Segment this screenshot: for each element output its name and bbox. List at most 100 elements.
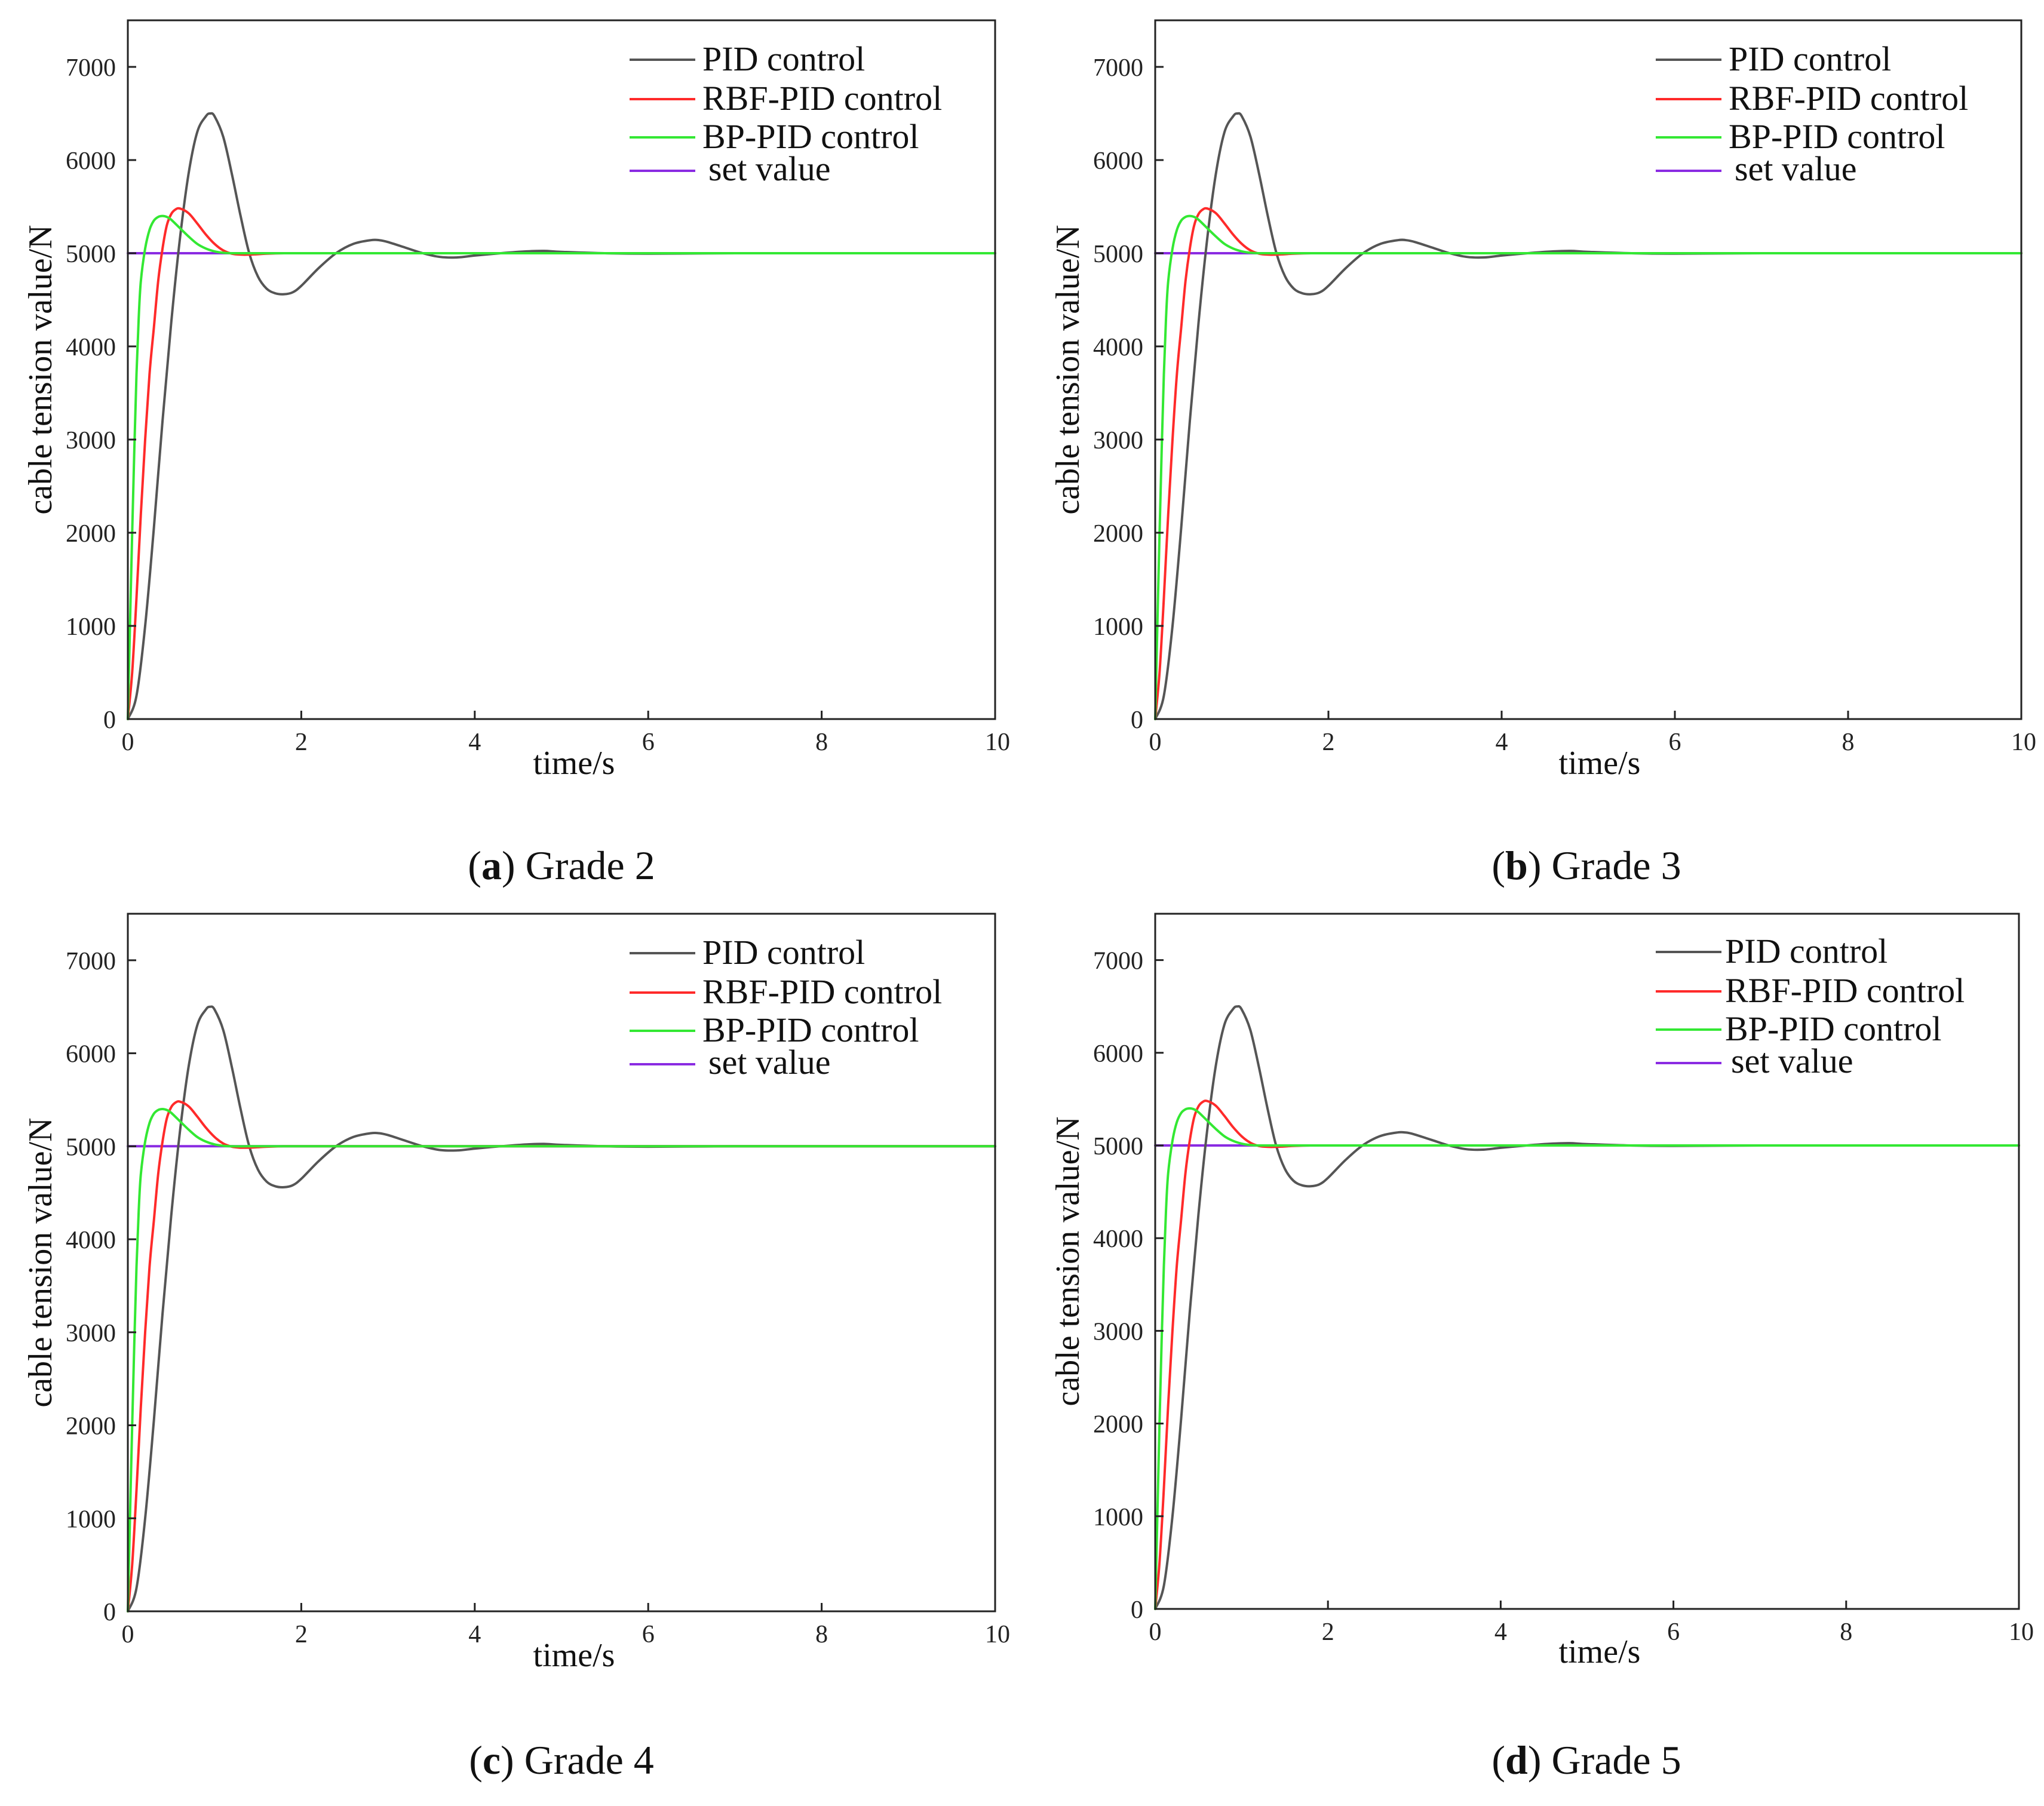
caption-a: (a) Grade 2 xyxy=(468,843,655,888)
series-line-pid xyxy=(1154,1005,2020,1610)
x-tick-label: 4 xyxy=(1494,1618,1507,1646)
x-tick-label: 4 xyxy=(1496,729,1508,756)
y-tick-label: 7000 xyxy=(66,54,116,82)
y-tick-label: 4000 xyxy=(1093,334,1143,361)
plot-frame xyxy=(1154,913,2020,1610)
y-tick-label: 3000 xyxy=(1093,1318,1143,1346)
y-tick-label: 0 xyxy=(103,1599,116,1626)
y-tick-label: 4000 xyxy=(1093,1226,1143,1253)
y-tick-label: 7000 xyxy=(1093,948,1143,975)
x-tick-label: 0 xyxy=(122,1621,134,1648)
x-tick-label: 6 xyxy=(642,729,655,756)
series-line-bp-pid xyxy=(127,214,996,720)
legend: PID control RBF-PID control BP-PID contr… xyxy=(630,933,942,1082)
legend-label-rbf: RBF-PID control xyxy=(702,79,942,118)
x-tick-label: 0 xyxy=(1149,729,1162,756)
y-tick-label: 1000 xyxy=(1093,1504,1143,1531)
y-tick-label: 6000 xyxy=(1093,1040,1143,1068)
caption-letter-a: a xyxy=(481,843,502,888)
y-tick-label: 3000 xyxy=(66,427,116,454)
x-tick-label: 4 xyxy=(468,1621,481,1648)
y-tick-label: 5000 xyxy=(1093,241,1143,268)
y-tick-label: 1000 xyxy=(66,613,116,641)
legend-label-bp: BP-PID control xyxy=(702,117,919,156)
y-axis-label: cable tension value/N xyxy=(22,1117,59,1407)
y-tick-label: 5000 xyxy=(66,241,116,268)
y-tick-label: 5000 xyxy=(66,1134,116,1161)
panel-a: 0 2 4 6 8 10 0 1000 2000 3000 4000 5000 6000 7000 tim… xyxy=(22,19,1010,782)
x-axis-label: time/s xyxy=(1559,1633,1641,1670)
legend-label-pid: PID control xyxy=(1725,932,1888,970)
legend: PID control RBF-PID control BP-PID contr… xyxy=(1656,932,1965,1080)
y-tick-label: 3000 xyxy=(1093,427,1143,454)
x-tick-label: 8 xyxy=(815,1621,828,1648)
legend-label-set: set value xyxy=(708,1043,831,1082)
plot-frame xyxy=(127,913,996,1612)
series-line-rbf-pid xyxy=(127,207,996,720)
x-axis-label: time/s xyxy=(533,745,615,782)
legend-label-rbf: RBF-PID control xyxy=(702,972,942,1011)
y-axis-label: cable tension value/N xyxy=(22,225,59,514)
y-tick-label: 2000 xyxy=(66,520,116,548)
y-tick-label: 2000 xyxy=(1093,520,1143,548)
legend-label-pid: PID control xyxy=(702,933,865,972)
legend-label-pid: PID control xyxy=(1729,39,1891,78)
plot-frame xyxy=(1154,19,2022,720)
y-tick-label: 4000 xyxy=(66,334,116,361)
x-axis-label: time/s xyxy=(533,1637,615,1674)
legend-label-pid: PID control xyxy=(702,39,865,78)
panel-d: 0 2 4 6 8 10 0 1000 2000 3000 4000 5000 6000 7000 tim… xyxy=(1049,913,2034,1670)
caption-letter-b: b xyxy=(1505,843,1528,888)
legend: PID control RBF-PID control BP-PID contr… xyxy=(630,39,942,188)
y-tick-label: 3000 xyxy=(66,1320,116,1347)
caption-d: (d) Grade 5 xyxy=(1491,1737,1681,1783)
caption-grade-c: Grade 4 xyxy=(524,1737,654,1783)
y-axis-label: cable tension value/N xyxy=(1049,1116,1087,1406)
x-tick-label: 0 xyxy=(1149,1618,1162,1646)
x-tick-label: 2 xyxy=(295,1621,308,1648)
legend: PID control RBF-PID control BP-PID contr… xyxy=(1656,39,1968,188)
x-tick-label: 10 xyxy=(2011,729,2036,756)
panel-b: 0 2 4 6 8 10 0 1000 2000 3000 4000 5000 6000 7000 tim… xyxy=(1049,19,2036,782)
series-line-bp-pid xyxy=(127,1108,996,1612)
legend-label-rbf: RBF-PID control xyxy=(1725,971,1965,1010)
x-tick-label: 2 xyxy=(295,729,308,756)
x-tick-label: 6 xyxy=(642,1621,655,1648)
y-tick-label: 7000 xyxy=(66,948,116,975)
y-tick-label: 2000 xyxy=(1093,1411,1143,1439)
x-tick-label: 0 xyxy=(122,729,134,756)
x-tick-label: 2 xyxy=(1322,1618,1334,1646)
x-tick-label: 6 xyxy=(1669,729,1681,756)
series-line-rbf-pid xyxy=(1154,1099,2020,1610)
series-line-pid xyxy=(127,1005,996,1612)
y-tick-label: 0 xyxy=(103,707,116,734)
y-tick-label: 6000 xyxy=(1093,148,1143,175)
caption-letter-c: c xyxy=(483,1737,501,1783)
series-line-rbf-pid xyxy=(127,1100,996,1612)
plot-frame xyxy=(127,19,996,720)
y-tick-label: 7000 xyxy=(1093,54,1143,82)
x-tick-label: 10 xyxy=(985,1621,1010,1648)
series-line-pid xyxy=(1154,112,2022,720)
legend-label-rbf: RBF-PID control xyxy=(1729,79,1968,118)
x-tick-label: 6 xyxy=(1667,1618,1680,1646)
y-tick-label: 0 xyxy=(1131,1596,1143,1624)
legend-label-set: set value xyxy=(1735,149,1857,188)
y-tick-label: 6000 xyxy=(66,148,116,175)
x-tick-label: 8 xyxy=(815,729,828,756)
x-tick-label: 10 xyxy=(985,729,1010,756)
legend-label-bp: BP-PID control xyxy=(1725,1009,1942,1048)
y-tick-label: 1000 xyxy=(1093,613,1143,641)
caption-letter-d: d xyxy=(1505,1737,1528,1783)
series-line-rbf-pid xyxy=(1154,207,2022,720)
caption-c: (c) Grade 4 xyxy=(469,1737,654,1783)
y-tick-label: 0 xyxy=(1131,707,1143,734)
legend-label-bp: BP-PID control xyxy=(1729,117,1945,156)
legend-label-bp: BP-PID control xyxy=(702,1010,919,1049)
caption-grade-b: Grade 3 xyxy=(1552,843,1681,888)
x-tick-label: 10 xyxy=(2009,1618,2034,1646)
y-tick-label: 2000 xyxy=(66,1413,116,1440)
caption-b: (b) Grade 3 xyxy=(1491,843,1681,888)
caption-grade-a: Grade 2 xyxy=(526,843,655,888)
legend-label-set: set value xyxy=(1731,1042,1853,1080)
